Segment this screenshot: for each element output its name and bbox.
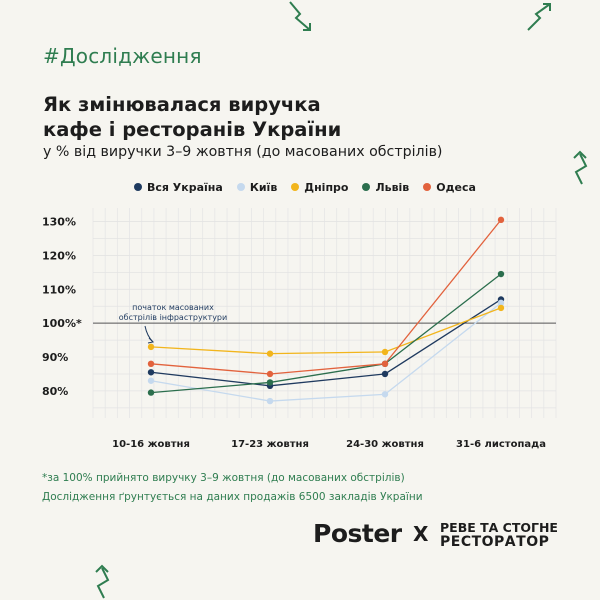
series-line — [150, 302, 502, 402]
annotation-arrowhead — [147, 337, 155, 344]
data-point — [381, 391, 389, 398]
y-tick-label: 90% — [42, 351, 68, 364]
partner-logo: РЕВЕ ТА СТОГНЕ РЕСТОРАТОР — [440, 520, 558, 550]
title-line-2: кафе і ресторанів України — [43, 118, 342, 141]
data-point — [147, 377, 155, 384]
annotation-arrow — [144, 325, 154, 343]
legend-item: Київ — [236, 180, 278, 194]
footnote: *за 100% прийнято виручку 3–9 жовтня (до… — [42, 472, 405, 484]
chart-legend: Вся Україна Київ Дніпро Львів Одеса — [134, 179, 476, 195]
x-tick-label: 24-30 жовтня — [346, 439, 424, 450]
data-point — [266, 397, 274, 405]
partner-logo-line-1: РЕВЕ ТА СТОГНЕ — [440, 520, 558, 535]
series-line — [150, 273, 502, 394]
hashtag-label: #Дослідження — [43, 44, 202, 68]
partner-logo-line-2: РЕСТОРАТОР — [440, 534, 550, 550]
y-tick-label: 80% — [42, 385, 68, 398]
legend-item: Вся Україна — [134, 181, 223, 194]
zigzag-arrow-icon — [289, 1, 311, 31]
y-tick-label: 100%* — [42, 317, 82, 330]
y-tick-label: 110% — [42, 283, 76, 296]
y-tick-label: 120% — [42, 249, 76, 262]
legend-item: Дніпро — [291, 181, 348, 194]
legend-item: Львів — [362, 181, 409, 194]
title-line-1: Як змінювалася виручка — [43, 93, 321, 116]
legend-swatch — [291, 183, 300, 191]
legend-swatch — [134, 183, 142, 191]
series-line — [150, 298, 502, 387]
legend-label: Київ — [249, 180, 278, 194]
data-point — [266, 379, 274, 386]
data-point — [147, 389, 155, 396]
data-point — [497, 299, 505, 307]
series-line — [150, 307, 502, 355]
legend-swatch — [423, 183, 432, 191]
y-tick-label: 130% — [42, 216, 76, 229]
collab-x: X — [413, 522, 429, 546]
series-line — [150, 219, 502, 375]
zigzag-arrow-icon — [573, 150, 588, 185]
chart-title: Як змінювалася виручка кафе і ресторанів… — [43, 92, 403, 142]
x-tick-label: 31-6 листопада — [456, 439, 546, 450]
data-point — [381, 360, 389, 368]
legend-item: Одеса — [423, 181, 476, 194]
zigzag-arrow-icon — [95, 564, 110, 599]
legend-swatch — [236, 183, 245, 191]
source-note: Дослідження ґрунтується на даних продажі… — [42, 491, 423, 503]
data-point — [381, 370, 389, 378]
data-point — [147, 369, 155, 376]
data-point — [266, 350, 274, 357]
annotation-line-1: початок масованих — [132, 303, 214, 312]
legend-label: Львів — [375, 180, 410, 194]
poster-logo: Poster — [313, 519, 402, 548]
data-point — [497, 216, 505, 224]
legend-label: Вся Україна — [147, 180, 223, 194]
chart-subtitle: у % від виручки 3–9 жовтня (до масованих… — [43, 144, 443, 160]
x-tick-label: 10-16 жовтня — [112, 439, 190, 450]
zigzag-arrow-icon — [527, 3, 551, 31]
x-tick-label: 17-23 жовтня — [231, 439, 309, 450]
legend-label: Одеса — [436, 180, 476, 194]
data-point — [266, 370, 274, 378]
legend-swatch — [362, 183, 371, 191]
data-point — [147, 343, 155, 351]
data-point — [497, 304, 505, 312]
data-point — [497, 270, 505, 278]
data-point — [147, 360, 155, 368]
legend-label: Дніпро — [304, 180, 349, 194]
data-point — [381, 348, 389, 356]
annotation-line-2: обстрілів інфраструктури — [119, 313, 227, 322]
